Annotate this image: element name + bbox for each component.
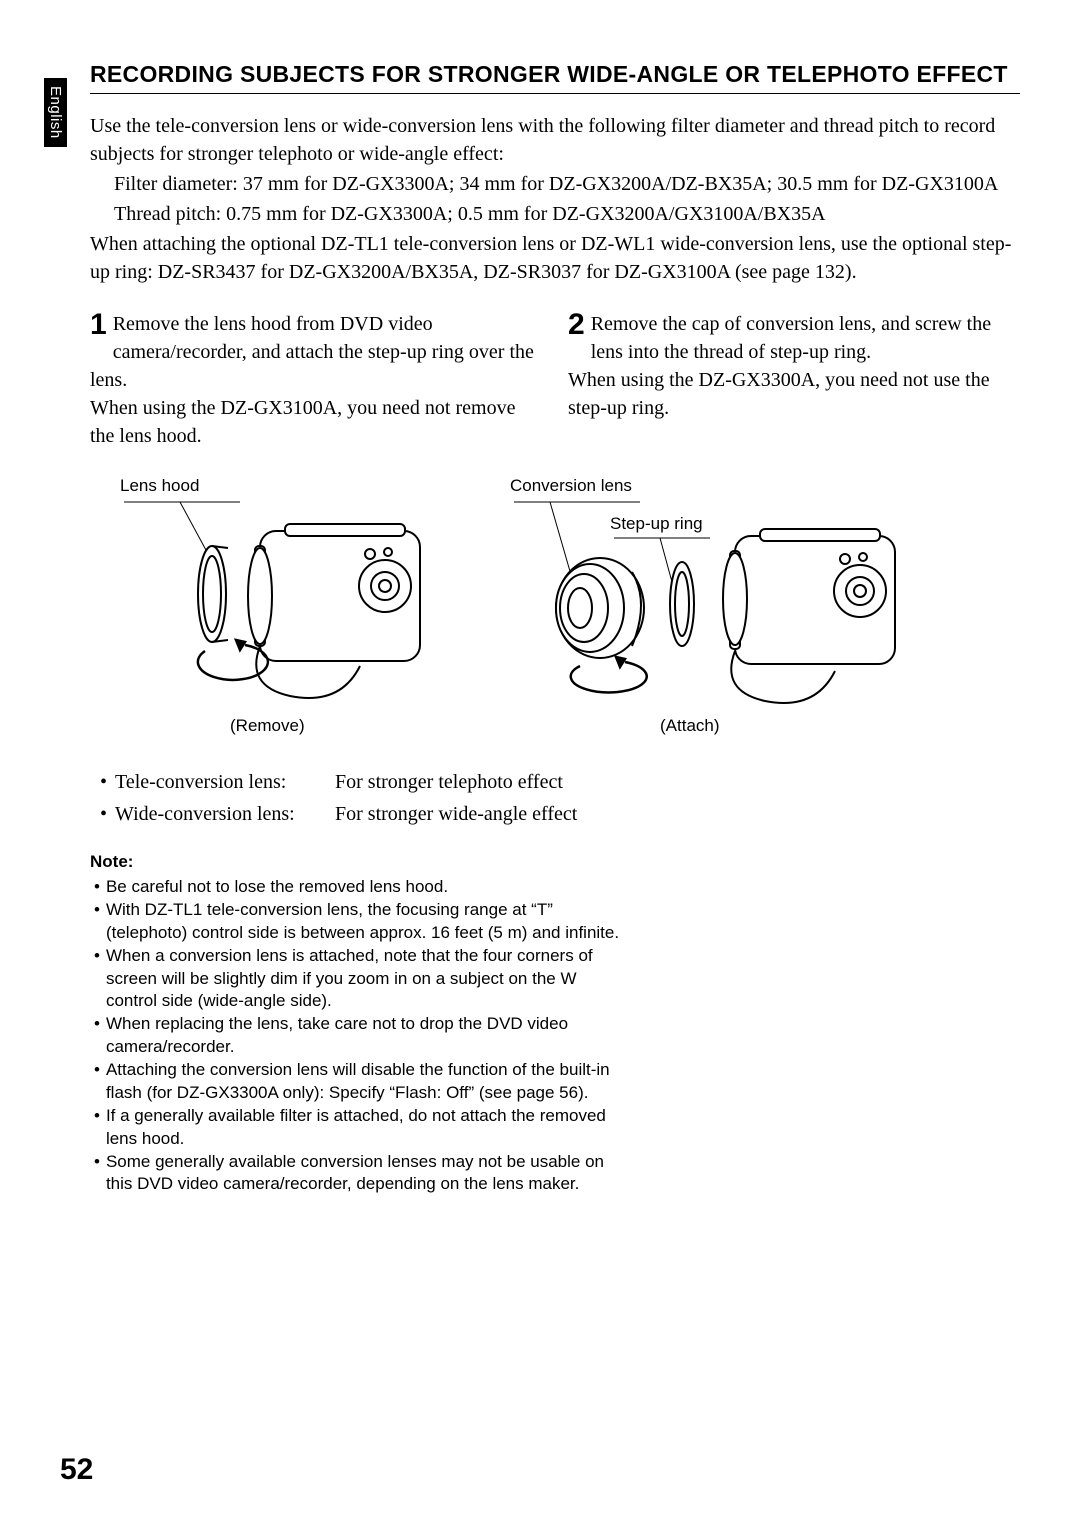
step-1-extra: When using the DZ-GX3100A, you need not …	[90, 394, 542, 450]
bullet-icon: •	[94, 1105, 100, 1150]
lens-types-list: • Tele-conversion lens: For stronger tel…	[90, 766, 1020, 830]
note-text: If a generally available filter is attac…	[106, 1105, 630, 1150]
fig2-sublabel: Step-up ring	[610, 514, 703, 534]
bullet-icon: •	[94, 899, 100, 944]
step-1: 1 Remove the lens hood from DVD video ca…	[90, 310, 542, 450]
bullet-icon: •	[100, 766, 107, 798]
step-2-text: Remove the cap of conversion lens, and s…	[591, 313, 991, 363]
lens-type-name: Tele-conversion lens:	[115, 766, 335, 798]
step-2: 2 Remove the cap of conversion lens, and…	[568, 310, 1020, 450]
bullet-icon: •	[94, 876, 100, 898]
note-item: •When a conversion lens is attached, not…	[90, 945, 630, 1012]
camera-attach-illustration	[510, 476, 930, 716]
note-text: When replacing the lens, take care not t…	[106, 1013, 630, 1058]
intro-p2: When attaching the optional DZ-TL1 tele-…	[90, 230, 1020, 286]
fig1-caption: (Remove)	[230, 716, 305, 736]
lens-type-desc: For stronger wide-angle effect	[335, 798, 577, 830]
step-1-number: 1	[90, 310, 107, 340]
note-block: Note: • Be careful not to lose the remove…	[90, 852, 630, 1196]
note-text: Some generally available conversion lens…	[106, 1151, 630, 1196]
note-title: Note:	[90, 852, 630, 872]
step-2-number: 2	[568, 310, 585, 340]
fig1-label: Lens hood	[120, 476, 199, 496]
bullet-icon: •	[94, 945, 100, 1012]
note-item: •Some generally available conversion len…	[90, 1151, 630, 1196]
bullet-icon: •	[94, 1013, 100, 1058]
note-text: Attaching the conversion lens will disab…	[106, 1059, 630, 1104]
note-text: Be careful not to lose the removed lens …	[106, 876, 448, 898]
figures-row: Lens hood	[110, 476, 1020, 736]
note-item: •With DZ-TL1 tele-conversion lens, the f…	[90, 899, 630, 944]
lens-type-name: Wide-conversion lens:	[115, 798, 335, 830]
intro-filter: Filter diameter: 37 mm for DZ-GX3300A; 3…	[114, 170, 1020, 198]
note-item: •If a generally available filter is atta…	[90, 1105, 630, 1150]
language-tab: English	[44, 78, 67, 147]
note-text: When a conversion lens is attached, note…	[106, 945, 630, 1012]
fig2-label: Conversion lens	[510, 476, 632, 496]
fig2-caption: (Attach)	[660, 716, 720, 736]
intro-p1: Use the tele-conversion lens or wide-con…	[90, 112, 1020, 168]
note-item: •When replacing the lens, take care not …	[90, 1013, 630, 1058]
page-number: 52	[60, 1453, 93, 1487]
note-item: •Attaching the conversion lens will disa…	[90, 1059, 630, 1104]
bullet-icon: •	[94, 1151, 100, 1196]
step-1-text: Remove the lens hood from DVD video came…	[90, 313, 534, 391]
note-item: • Be careful not to lose the removed lens…	[90, 876, 630, 898]
intro-thread: Thread pitch: 0.75 mm for DZ-GX3300A; 0.…	[114, 200, 1020, 228]
steps-row: 1 Remove the lens hood from DVD video ca…	[90, 310, 1020, 450]
camera-remove-illustration	[110, 476, 450, 716]
figure-remove: Lens hood	[110, 476, 450, 736]
note-text: With DZ-TL1 tele-conversion lens, the fo…	[106, 899, 630, 944]
lens-type-desc: For stronger telephoto effect	[335, 766, 563, 798]
section-title: RECORDING SUBJECTS FOR STRONGER WIDE-ANG…	[90, 60, 1020, 94]
step-2-extra: When using the DZ-GX3300A, you need not …	[568, 366, 1020, 422]
figure-attach: Conversion lens Step-up ring	[510, 476, 930, 736]
lens-type-wide: • Wide-conversion lens: For stronger wid…	[90, 798, 1020, 830]
bullet-icon: •	[94, 1059, 100, 1104]
bullet-icon: •	[100, 798, 107, 830]
lens-type-tele: • Tele-conversion lens: For stronger tel…	[90, 766, 1020, 798]
